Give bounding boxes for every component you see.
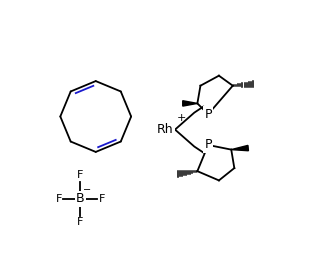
Polygon shape xyxy=(183,101,198,106)
Text: −: − xyxy=(83,185,92,195)
Text: F: F xyxy=(56,194,62,204)
Text: F: F xyxy=(77,217,83,227)
Text: F: F xyxy=(77,170,83,180)
Text: Rh: Rh xyxy=(157,123,173,136)
Text: +: + xyxy=(177,113,186,123)
Text: F: F xyxy=(99,194,105,204)
Text: B: B xyxy=(76,192,85,205)
Text: P: P xyxy=(204,108,212,121)
Text: P: P xyxy=(204,139,212,152)
Polygon shape xyxy=(231,145,248,151)
